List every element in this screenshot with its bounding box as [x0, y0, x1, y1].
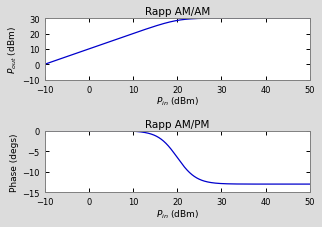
X-axis label: $P_{in}$ (dBm): $P_{in}$ (dBm)	[156, 96, 199, 108]
Y-axis label: $P_{out}$ (dBm): $P_{out}$ (dBm)	[7, 26, 19, 74]
X-axis label: $P_{in}$ (dBm): $P_{in}$ (dBm)	[156, 208, 199, 220]
Y-axis label: Phase (degs): Phase (degs)	[10, 133, 19, 191]
Title: Rapp AM/AM: Rapp AM/AM	[145, 7, 210, 17]
Title: Rapp AM/PM: Rapp AM/PM	[145, 119, 209, 129]
